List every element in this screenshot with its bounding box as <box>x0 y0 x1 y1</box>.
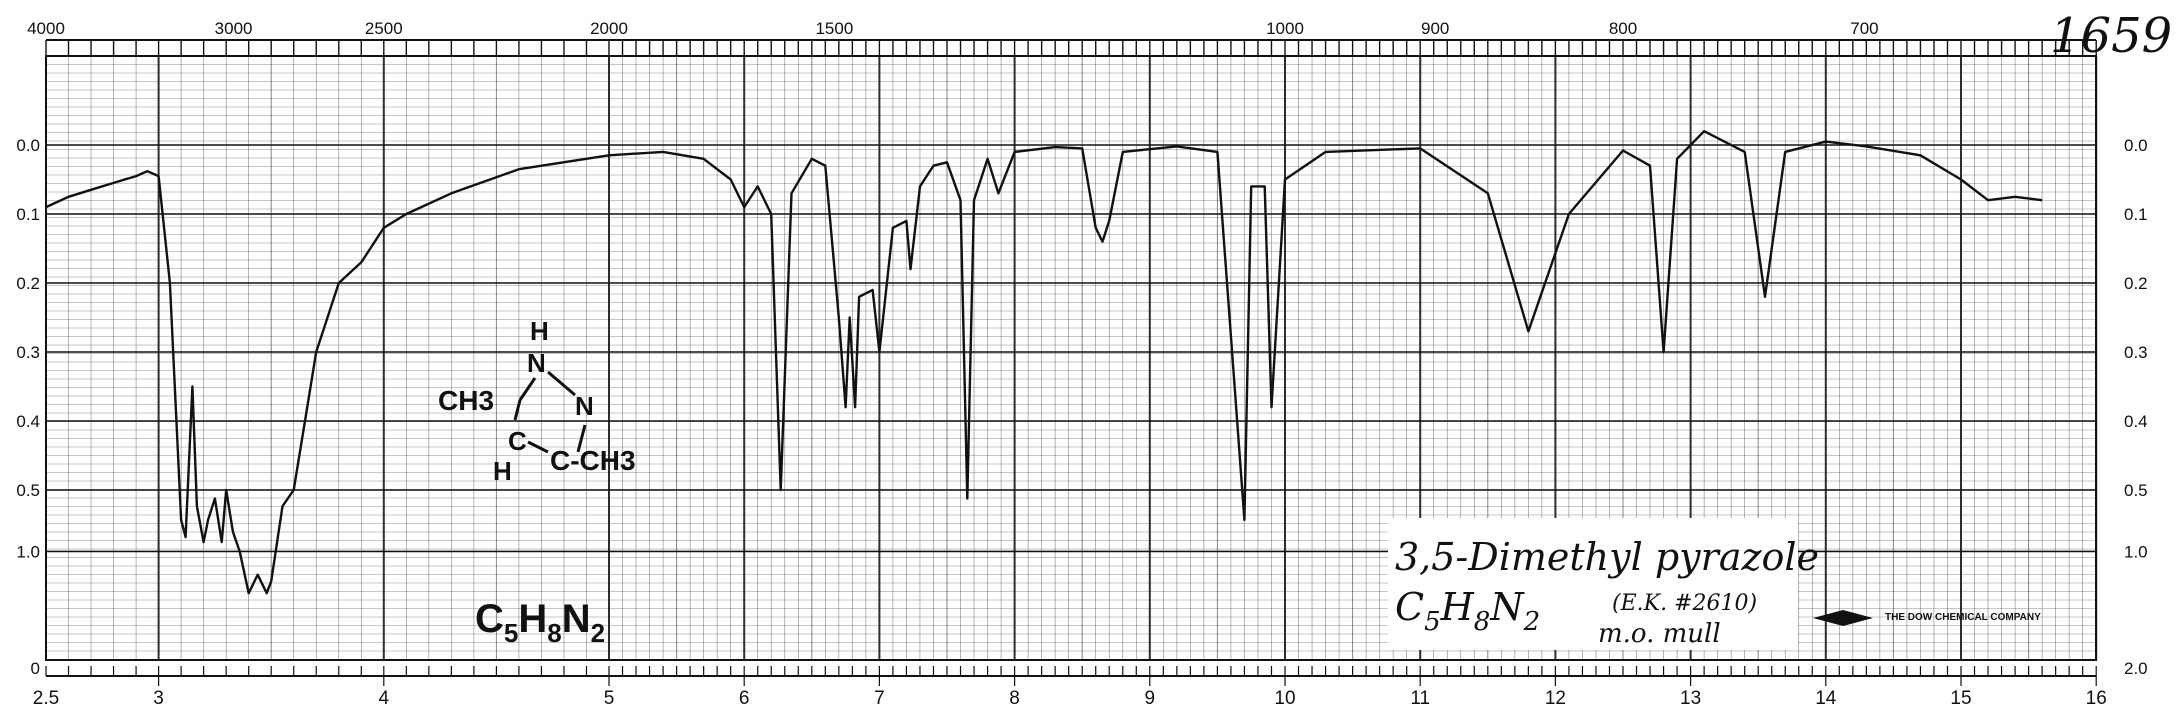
plot-frame <box>45 55 2097 661</box>
structure-ch3-right: C-CH3 <box>550 445 636 476</box>
structure-h-top: H <box>530 316 549 346</box>
right-tick-label: 2.0 <box>2124 659 2148 678</box>
left-tick-label: 0.0 <box>16 136 40 155</box>
bottom-tick-label: 7 <box>874 688 885 709</box>
left-tick-label: 0.4 <box>16 412 40 431</box>
formula-sketch-n-sub: 2 <box>591 618 605 648</box>
top-tick-label: 900 <box>1421 19 1449 38</box>
plot-border <box>45 55 2097 661</box>
right-tick-label: 0.4 <box>2124 412 2148 431</box>
top-tick-label: 4000 <box>27 19 65 38</box>
sample-label-box <box>1388 518 1798 650</box>
left-tick-label: 0.5 <box>16 481 40 500</box>
top-tick-label: 2000 <box>590 19 628 38</box>
formula-sketch: C5H8N2 <box>475 597 605 648</box>
structure-bonds <box>513 370 587 454</box>
bottom-tick-label: 4 <box>379 688 390 709</box>
right-tick-label: 0.1 <box>2124 205 2148 224</box>
bottom-tick-label: 13 <box>1680 688 1701 709</box>
top-tick-label: 800 <box>1609 19 1637 38</box>
bottom-tick-label: 5 <box>604 688 615 709</box>
structure-ch3-left: CH3 <box>438 385 494 416</box>
bottom-tick-label: 9 <box>1145 688 1156 709</box>
right-tick-label: 0.5 <box>2124 481 2148 500</box>
bottom-tick-label: 6 <box>739 688 750 709</box>
company-mark: THE DOW CHEMICAL COMPANY <box>1813 610 2041 626</box>
right-tick-label: 0.3 <box>2124 343 2148 362</box>
bottom-tick-label: 12 <box>1545 688 1566 709</box>
chart-number: 1659 <box>2050 8 2172 64</box>
formula-c: C <box>1395 585 1424 629</box>
structure-h-bottom: H <box>493 456 512 486</box>
right-tick-label: 1.0 <box>2124 542 2148 561</box>
right-tick-label: 0.2 <box>2124 274 2148 293</box>
structure-n-top: N <box>527 348 546 378</box>
bottom-axis-microns: 2.5 3 4 5 6 7 8 9 10 11 12 13 14 15 16 <box>33 666 2107 709</box>
top-axis-wavenumber: 4000 3000 2500 2000 1500 1000 900 800 700 <box>27 19 2097 56</box>
compound-name: 3,5-Dimethyl pyrazole <box>1395 535 1819 579</box>
top-tick-label: 2500 <box>365 19 403 38</box>
formula-sketch-n: N <box>562 597 591 641</box>
structure-n-right: N <box>575 391 594 421</box>
left-tick-label: 0 <box>31 659 40 678</box>
formula-sketch-c: C <box>475 597 504 641</box>
molecular-formula: C5H8N2 <box>1395 585 1540 637</box>
bottom-tick-label: 11 <box>1410 688 1430 709</box>
top-tick-label: 700 <box>1850 19 1878 38</box>
structure-c-mid: C <box>508 426 527 456</box>
left-tick-label: 0.3 <box>16 343 40 362</box>
left-tick-label: 0.2 <box>16 274 40 293</box>
company-diamond-icon <box>1813 610 1873 626</box>
formula-sketch-h-sub: 8 <box>547 618 561 648</box>
chart-grid <box>45 55 2098 660</box>
sample-prep: m.o. mull <box>1598 619 1721 649</box>
structure-sketch: H N CH3 N C C-CH3 H <box>438 316 636 486</box>
bottom-tick-label: 14 <box>1815 688 1837 709</box>
top-tick-label: 3000 <box>215 19 253 38</box>
left-tick-label: 0.1 <box>16 205 40 224</box>
formula-h: H <box>1440 585 1475 629</box>
bottom-tick-label: 3 <box>153 688 164 709</box>
bottom-tick-label: 8 <box>1009 688 1020 709</box>
company-name: THE DOW CHEMICAL COMPANY <box>1885 612 2041 623</box>
sample-label: 3,5-Dimethyl pyrazole C5H8N2 (E.K. #2610… <box>1388 518 1819 650</box>
bottom-tick-label: 15 <box>1950 688 1971 709</box>
formula-sketch-h: H <box>518 597 547 641</box>
bottom-tick-label: 10 <box>1274 688 1295 709</box>
formula-n-sub: 2 <box>1523 607 1541 637</box>
sample-ref: (E.K. #2610) <box>1612 591 1757 616</box>
formula-h-sub: 8 <box>1474 607 1491 637</box>
top-tick-label: 1000 <box>1266 19 1304 38</box>
formula-sketch-c-sub: 5 <box>504 618 518 648</box>
right-axis-absorbance: 0.0 0.1 0.2 0.3 0.4 0.5 1.0 2.0 <box>2124 136 2148 678</box>
bottom-tick-label: 16 <box>2086 688 2107 709</box>
right-tick-label: 0.0 <box>2124 136 2148 155</box>
formula-n: N <box>1489 585 1525 629</box>
top-tick-label: 1500 <box>815 19 853 38</box>
left-axis-absorbance: 0.0 0.1 0.2 0.3 0.4 0.5 1.0 0 <box>16 136 40 678</box>
bottom-tick-label: 2.5 <box>33 688 59 709</box>
formula-c-sub: 5 <box>1424 607 1441 637</box>
spectrum-line <box>45 130 2043 595</box>
left-tick-label: 1.0 <box>16 542 40 561</box>
